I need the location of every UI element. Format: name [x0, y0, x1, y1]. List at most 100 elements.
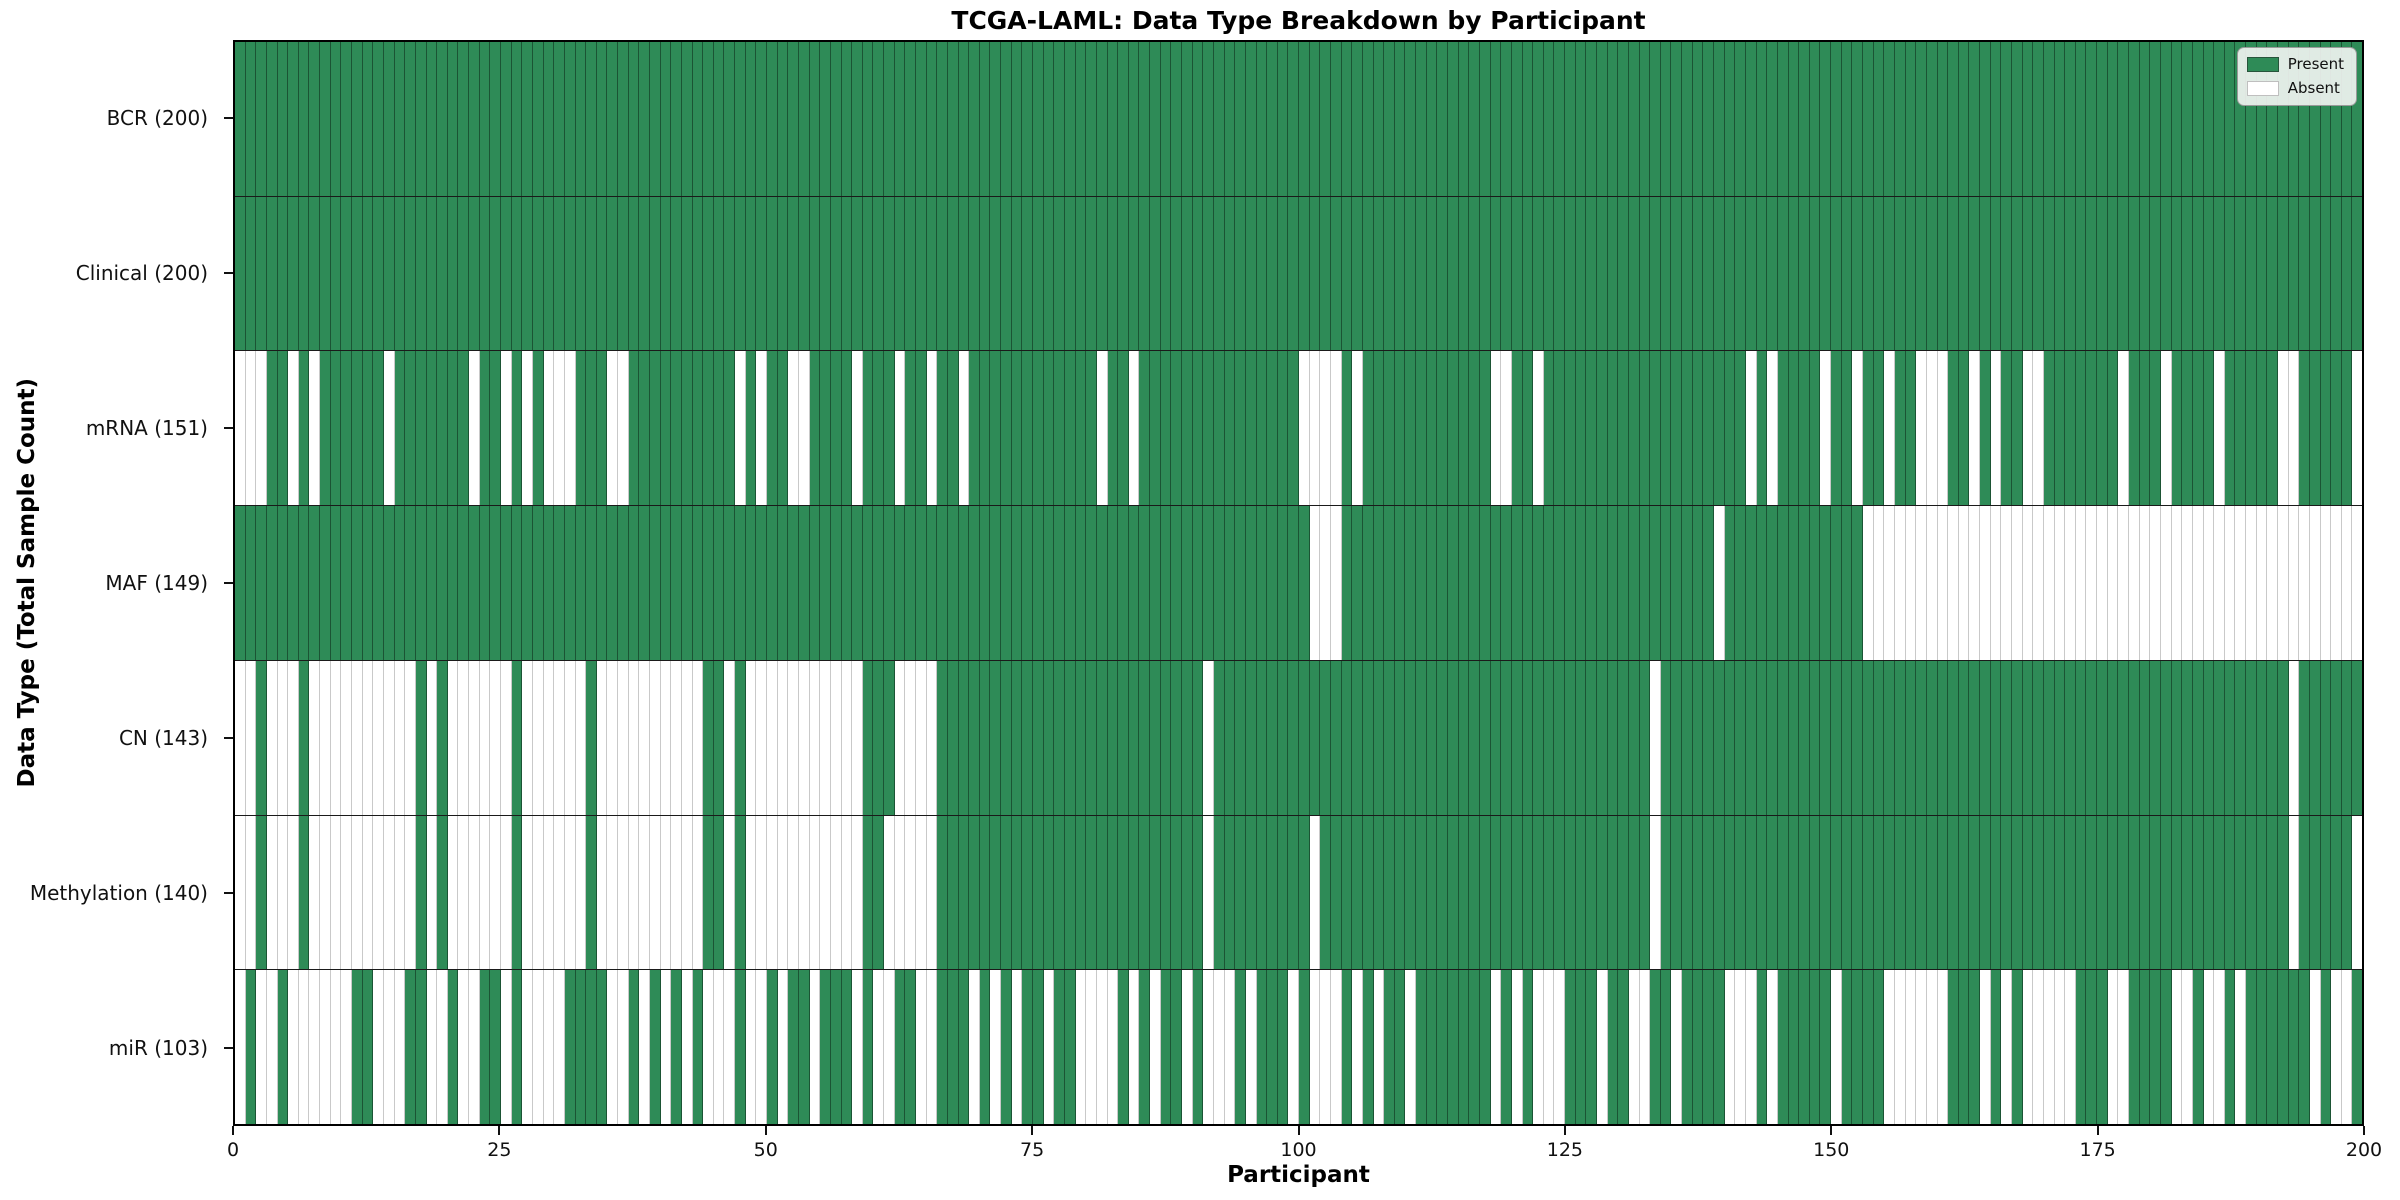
heatmap-cell: [1884, 42, 1895, 196]
x-axis-ticks: 0 25 50 75 100 125 150 175 200: [227, 1126, 2382, 1190]
heatmap-cell: [1256, 351, 1268, 506]
heatmap-cell: [1554, 970, 1566, 1125]
heatmap-cell: [979, 351, 991, 506]
legend-present-swatch: [2246, 56, 2279, 72]
heatmap-cell: [2224, 970, 2236, 1125]
heatmap-cell: [884, 351, 895, 506]
heatmap-cell: [1692, 815, 1704, 970]
heatmap-cell: [1639, 196, 1651, 351]
heatmap-cell: [1628, 351, 1640, 506]
heatmap-cell: [2171, 506, 2183, 660]
heatmap-cell: [298, 351, 310, 506]
heatmap-cell: [1777, 970, 1789, 1125]
heatmap-cell: [1384, 506, 1395, 660]
heatmap-cell: [469, 42, 480, 196]
heatmap-cell: [288, 815, 299, 970]
heatmap-cell: [352, 506, 363, 660]
x-tick-mark: [1563, 1126, 1566, 1135]
heatmap-cell: [1905, 42, 1917, 196]
heatmap-cell: [703, 351, 714, 506]
heatmap-cell: [2022, 970, 2034, 1125]
heatmap-cell: [309, 42, 321, 196]
x-tick-mark: [498, 1126, 501, 1135]
heatmap-cell: [1745, 42, 1757, 196]
heatmap-cell: [841, 506, 853, 660]
heatmap-cell: [2097, 351, 2108, 506]
heatmap-cell: [1724, 815, 1736, 970]
heatmap-cell: [1628, 970, 1640, 1125]
heatmap-cell: [1586, 506, 1597, 660]
heatmap-cell: [1724, 351, 1736, 506]
heatmap-cell: [586, 351, 597, 506]
heatmap-cell: [745, 42, 757, 196]
heatmap-cell: [1107, 970, 1119, 1125]
heatmap-cell: [1724, 660, 1736, 815]
heatmap-cell: [1448, 506, 1459, 660]
heatmap-cell: [926, 196, 938, 351]
heatmap-cell: [1618, 506, 1629, 660]
heatmap-cell: [2139, 970, 2151, 1125]
heatmap-cell: [373, 42, 384, 196]
x-tick-mark: [1031, 1126, 1034, 1135]
heatmap-cell: [681, 196, 693, 351]
heatmap-cell: [926, 660, 938, 815]
heatmap-cell: [362, 970, 374, 1125]
heatmap-cell: [2288, 970, 2300, 1125]
heatmap-cell: [447, 42, 459, 196]
heatmap-cell: [1086, 351, 1097, 506]
heatmap-cell: [554, 506, 565, 660]
heatmap-cell: [2054, 196, 2066, 351]
heatmap-cell: [1458, 815, 1470, 970]
heatmap-cell: [2001, 660, 2012, 815]
heatmap-cell: [2278, 660, 2289, 815]
heatmap-cell: [1064, 506, 1076, 660]
heatmap-cell: [1373, 970, 1385, 1125]
heatmap-cell: [2235, 196, 2247, 351]
heatmap-cell: [1043, 815, 1055, 970]
heatmap-cell: [1245, 970, 1257, 1125]
heatmap-cell: [1714, 660, 1725, 815]
heatmap-cell: [703, 815, 714, 970]
heatmap-cell: [777, 506, 789, 660]
heatmap-cell: [543, 42, 555, 196]
heatmap-cell: [681, 42, 693, 196]
heatmap-cell: [532, 42, 544, 196]
heatmap-cell: [649, 506, 661, 660]
heatmap-cell: [618, 351, 629, 506]
heatmap-cell: [1831, 815, 1842, 970]
heatmap-cell: [235, 970, 246, 1125]
heatmap-cell: [1905, 970, 1917, 1125]
heatmap-cell: [990, 351, 1002, 506]
y-tick-mark: [224, 737, 233, 740]
heatmap-cell: [1320, 42, 1331, 196]
heatmap-cell: [511, 970, 523, 1125]
heatmap-cell: [2182, 660, 2193, 815]
heatmap-cell: [2331, 970, 2342, 1125]
heatmap-cell: [469, 660, 480, 815]
heatmap-cell: [862, 815, 874, 970]
heatmap-cell: [1245, 506, 1257, 660]
heatmap-cell: [383, 660, 395, 815]
heatmap-cell: [2299, 42, 2310, 196]
heatmap-cell: [618, 196, 629, 351]
heatmap-cell: [852, 660, 863, 815]
heatmap-cell: [713, 660, 725, 815]
heatmap-cell: [1703, 196, 1715, 351]
heatmap-cell: [1086, 660, 1097, 815]
heatmap-cell: [1490, 660, 1502, 815]
heatmap-cell: [288, 42, 299, 196]
heatmap-cell: [2214, 506, 2225, 660]
heatmap-cell: [511, 815, 523, 970]
heatmap-cell: [1043, 351, 1055, 506]
heatmap-cell: [2065, 970, 2076, 1125]
heatmap-cell: [1256, 506, 1268, 660]
heatmap-cell: [458, 351, 470, 506]
heatmap-cell: [373, 660, 384, 815]
heatmap-cell: [1128, 506, 1140, 660]
heatmap-cell: [1916, 506, 1927, 660]
heatmap-cell: [1064, 970, 1076, 1125]
heatmap-cell: [820, 351, 831, 506]
heatmap-cell: [405, 42, 416, 196]
heatmap-cell: [2001, 196, 2012, 351]
heatmap-cell: [1905, 660, 1917, 815]
